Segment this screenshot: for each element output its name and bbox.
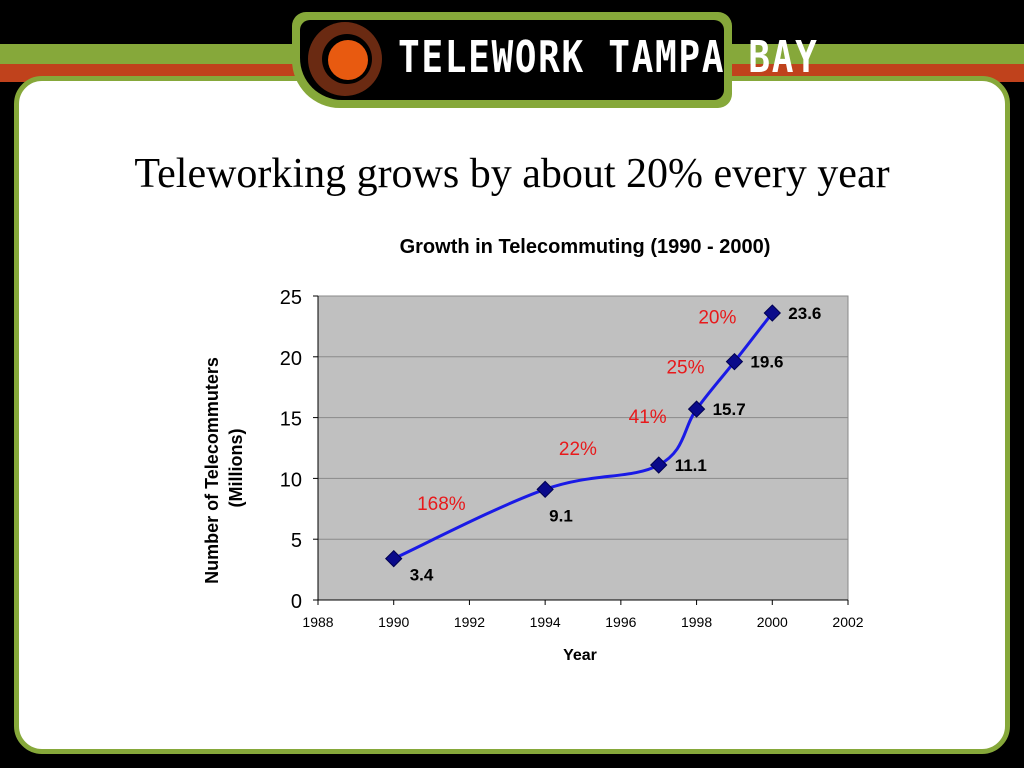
growth-annotation: 41% [629,407,667,428]
data-point-marker [763,304,781,322]
logo: TELEWORK TAMPA BAY [292,12,817,108]
logo-orange-dot [328,40,368,80]
y-axis-ticks: 0 5 10 15 20 25 [280,287,319,613]
x-tick-label: 1990 [378,614,409,630]
growth-annotation: 20% [698,307,736,328]
y-tick-label: 5 [291,530,302,552]
growth-annotation: 22% [559,439,597,460]
x-tick-label: 1998 [681,614,712,630]
y-tick-label: 15 [280,409,302,431]
growth-annotations: 168% 22% 41% 25% 20% [417,307,736,515]
data-labels: 3.4 9.1 11.1 15.7 19.6 23.6 [410,304,822,585]
logo-text: TELEWORK TAMPA BAY [398,32,819,83]
x-tick-label: 2000 [757,614,788,630]
series-markers [385,304,781,568]
x-tick-label: 2002 [832,614,863,630]
data-point-marker [536,480,554,499]
data-point-marker [725,352,744,371]
y-tick-label: 10 [280,469,302,491]
data-point-marker [687,400,706,418]
x-axis-ticks: 1988 1990 1992 1994 1996 1998 2000 2002 [302,599,864,630]
plot-area [317,295,849,601]
data-point-marker [650,456,668,474]
slide-title: Teleworking grows by about 20% every yea… [134,151,890,197]
y-axis-label-line-1: Number of Telecommuters [202,357,222,584]
y-tick-label: 20 [280,348,302,370]
growth-annotation: 25% [666,357,704,378]
y-tick-label: 25 [280,287,302,309]
x-tick-label: 1994 [530,614,561,630]
y-tick-label: 0 [291,591,302,613]
x-tick-label: 1992 [454,614,485,630]
data-point-marker [385,549,403,568]
data-label: 3.4 [410,566,434,585]
growth-annotation: 168% [417,494,466,515]
x-axis-label: Year [563,647,597,664]
y-axis-label-line-2: (Millions) [226,429,246,508]
data-label: 15.7 [713,400,746,419]
data-label: 11.1 [675,456,707,475]
data-label: 9.1 [549,506,573,525]
x-tick-label: 1988 [302,614,333,630]
data-label: 23.6 [788,304,821,323]
data-label: 19.6 [750,353,783,372]
chart-title: Growth in Telecommuting (1990 - 2000) [400,236,771,258]
y-axis-label: Number of Telecommuters (Millions) [202,352,246,584]
x-tick-label: 1996 [605,614,636,630]
